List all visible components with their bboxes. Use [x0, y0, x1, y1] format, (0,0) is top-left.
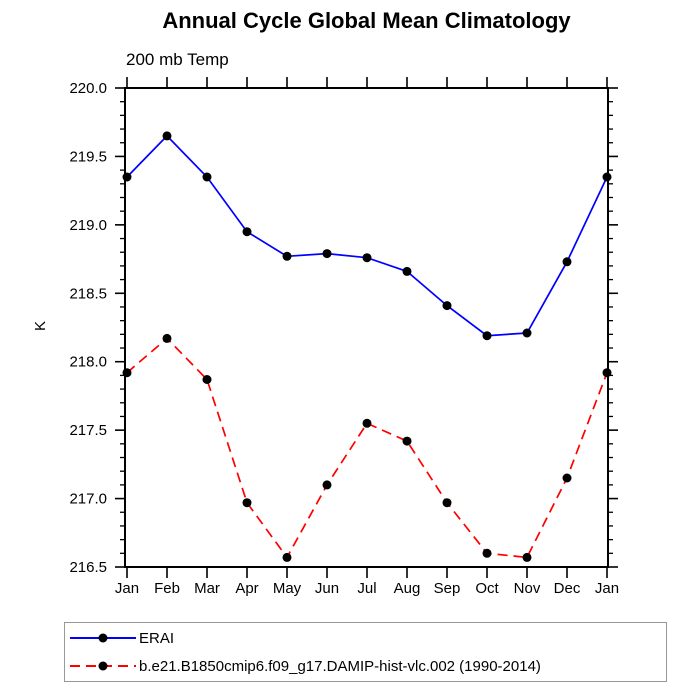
legend-line-sample-dashed — [70, 661, 136, 671]
x-tick-label: Jan — [595, 580, 619, 597]
x-tick-label: Nov — [514, 580, 541, 597]
x-tick-label: Sep — [434, 580, 461, 597]
data-point-marker — [442, 498, 452, 508]
x-tick-label: Jun — [315, 580, 339, 597]
chart-subtitle: 200 mb Temp — [126, 50, 229, 69]
y-tick-label: 220.0 — [69, 80, 107, 97]
data-point-marker — [202, 172, 212, 182]
x-tick-label: Apr — [235, 580, 258, 597]
series-line-model — [126, 337, 608, 559]
data-point-marker — [562, 473, 572, 483]
data-point-marker — [122, 368, 132, 378]
data-point-marker — [282, 251, 292, 261]
data-point-marker — [242, 498, 252, 508]
x-tick-label: Jul — [357, 580, 376, 597]
y-tick-label: 216.5 — [69, 559, 107, 576]
data-point-marker — [402, 266, 412, 276]
data-point-marker — [202, 375, 212, 384]
data-point-marker — [242, 227, 252, 237]
legend-marker-dot-icon — [98, 661, 108, 671]
data-point-marker — [562, 257, 572, 267]
data-point-marker — [162, 131, 172, 141]
legend-marker-dot-icon — [98, 633, 108, 643]
y-tick-label: 219.0 — [69, 217, 107, 234]
data-point-marker — [522, 328, 532, 338]
y-tick-label: 218.5 — [69, 285, 107, 302]
legend-label-erai: ERAI — [139, 629, 175, 647]
data-point-marker — [322, 480, 332, 490]
data-point-marker — [282, 552, 292, 562]
x-tick-label: Aug — [394, 580, 421, 597]
series-line-erai — [126, 134, 608, 337]
data-point-marker — [322, 249, 332, 259]
legend-label-model: b.e21.B1850cmip6.f09_g17.DAMIP-hist-vlc.… — [139, 657, 541, 675]
y-tick-label: 219.5 — [69, 148, 107, 165]
data-point-marker — [602, 368, 612, 378]
data-point-marker — [362, 253, 372, 263]
axis-frame — [124, 87, 609, 568]
data-point-marker — [162, 333, 172, 343]
x-tick-label: Feb — [154, 580, 180, 597]
y-tick-label: 217.5 — [69, 422, 107, 439]
legend-line-sample-solid — [70, 633, 136, 643]
data-point-marker — [482, 548, 492, 558]
chart-title: Annual Cycle Global Mean Climatology — [162, 8, 571, 33]
x-tick-label: Jan — [115, 580, 139, 597]
legend-box: ERAI b.e21.B1850cmip6.f09_g17.DAMIP-hist… — [64, 622, 667, 682]
x-tick-label: May — [273, 580, 302, 597]
x-tick-label: Mar — [194, 580, 220, 597]
data-point-marker — [362, 418, 372, 428]
data-point-marker — [482, 331, 492, 341]
data-point-marker — [602, 172, 612, 182]
data-point-marker — [122, 172, 132, 182]
data-point-marker — [442, 301, 452, 311]
legend-item-model: b.e21.B1850cmip6.f09_g17.DAMIP-hist-vlc.… — [65, 652, 666, 680]
x-tick-label: Oct — [475, 580, 499, 597]
y-tick-label: 218.0 — [69, 354, 107, 371]
x-tick-label: Dec — [554, 580, 581, 597]
data-point-marker — [402, 436, 412, 446]
legend-item-erai: ERAI — [65, 624, 666, 652]
y-tick-label: 217.0 — [69, 491, 107, 508]
data-point-marker — [522, 552, 532, 562]
